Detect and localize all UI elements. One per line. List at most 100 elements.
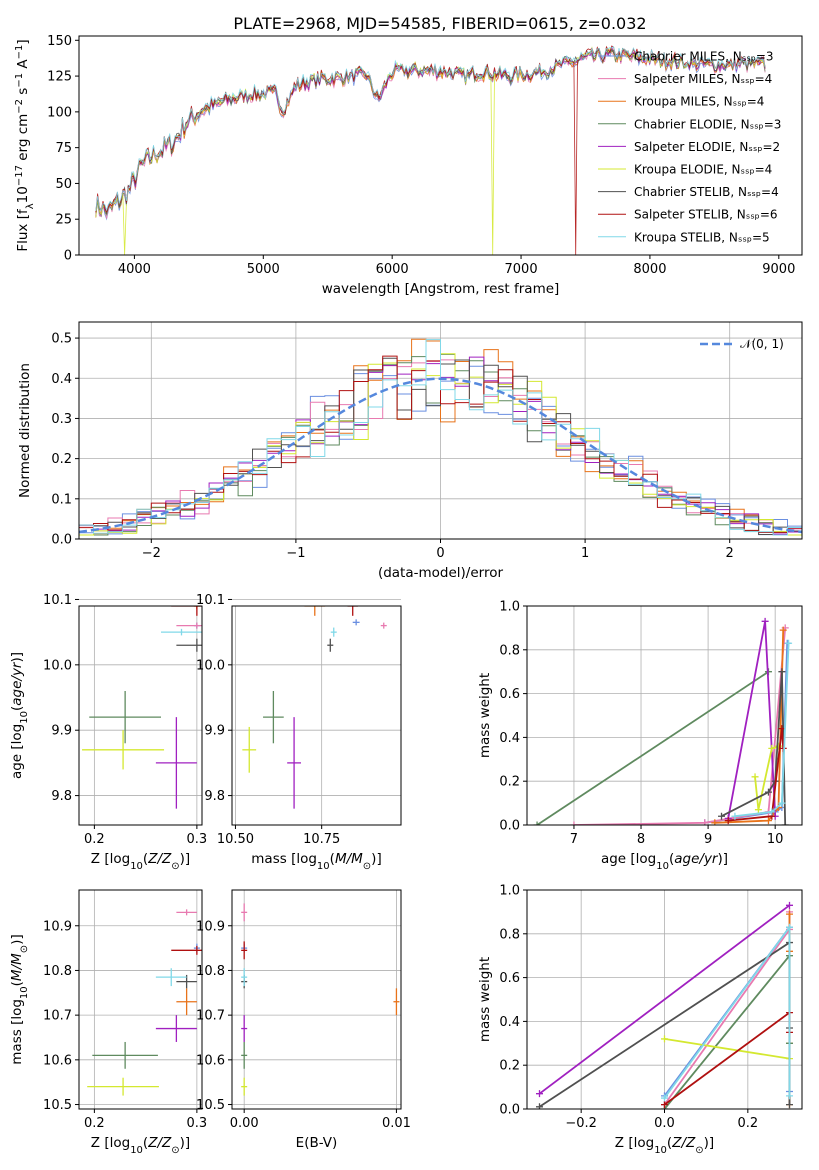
legend-label: Kroupa MILES, Nₛₛₚ=4 bbox=[634, 95, 764, 109]
spectrum-panel: 4000 5000 6000 7000 8000 9000 0 25 50 75 100 125 150 bbox=[47, 34, 803, 277]
weight-point bbox=[786, 901, 793, 909]
age-vs-Z-panel: 0.2 0.3 9.8 9.9 10.0 10.1 bbox=[43, 593, 207, 847]
weight-point bbox=[764, 788, 772, 796]
x-tick-label: 0.2 bbox=[84, 1116, 105, 1131]
y-tick-label: 0.8 bbox=[499, 927, 520, 942]
mass-vs-Z-panel: 0.2 0.3 10.5 10.6 10.7 10.8 10.9 bbox=[43, 889, 208, 1131]
x-axis-label: E(B-V) bbox=[296, 1135, 338, 1151]
y-tick-label: 10.0 bbox=[43, 658, 72, 673]
x-tick-label: 4000 bbox=[118, 262, 151, 277]
x-tick-label: 5000 bbox=[247, 262, 280, 277]
x-axis-label: age [log10(age/yr)] bbox=[601, 851, 728, 872]
residuals-plot-area bbox=[79, 338, 802, 536]
weight-point bbox=[711, 819, 719, 825]
y-axis-label: Flux [fλ10−17 erg cm−2 s−1 A−1] bbox=[14, 39, 36, 251]
axes-frame bbox=[231, 605, 402, 826]
weight-line bbox=[663, 911, 791, 1106]
spectrum-line-kroupa-stelib bbox=[95, 45, 766, 212]
legend-label: Kroupa ELODIE, Nₛₛₚ=4 bbox=[634, 163, 772, 177]
weight-point bbox=[754, 806, 762, 814]
y-tick-label: 10.7 bbox=[196, 1009, 225, 1024]
weight-point bbox=[786, 910, 793, 918]
spectrum-legend: Chabrier MILES, Nₛₛₚ=3 Salpeter MILES, Nₛ… bbox=[598, 50, 781, 244]
legend-label: 𝒩(0, 1) bbox=[740, 337, 784, 351]
y-tick-label: 10.1 bbox=[43, 593, 72, 608]
weight-line bbox=[573, 627, 787, 825]
x-axis-label: mass [log10(M/M⊙)] bbox=[251, 851, 381, 872]
y-tick-label: 0.4 bbox=[51, 372, 72, 387]
weight-line bbox=[664, 1038, 790, 1060]
histogram-step-kroupa-stelib bbox=[79, 339, 802, 536]
x-tick-label: −2 bbox=[142, 546, 161, 561]
legend-label: Salpeter STELIB, Nₛₛₚ=6 bbox=[634, 208, 778, 222]
x-axis-label: Z [log10(Z/Z⊙)] bbox=[615, 1135, 714, 1156]
axes-frame bbox=[526, 605, 803, 826]
weight-point bbox=[761, 617, 769, 625]
x-axis-label: Z [log10(Z/Z⊙)] bbox=[91, 851, 190, 872]
x-tick-label: 7000 bbox=[505, 262, 538, 277]
weight-point bbox=[786, 1092, 793, 1100]
axes-frame bbox=[78, 889, 203, 1110]
weight-point bbox=[570, 821, 578, 825]
weight-line bbox=[663, 953, 791, 1109]
y-tick-label: 0.1 bbox=[51, 492, 72, 507]
weight-point bbox=[533, 821, 541, 825]
x-axis-label: wavelength [Angstrom, rest frame] bbox=[322, 281, 560, 297]
weight-point bbox=[785, 639, 793, 647]
y-tick-label: 10.7 bbox=[43, 1009, 72, 1024]
weight-point bbox=[778, 799, 786, 807]
y-tick-label: 9.8 bbox=[51, 789, 72, 804]
axes-frame bbox=[78, 35, 803, 256]
axes-frame bbox=[78, 605, 203, 826]
legend-label: Chabrier ELODIE, Nₛₛₚ=3 bbox=[634, 117, 781, 131]
y-tick-label: 25 bbox=[55, 213, 72, 228]
weight-point bbox=[724, 817, 732, 825]
chart-title: PLATE=2968, MJD=54585, FIBERID=0615, z=0… bbox=[233, 14, 646, 33]
legend-label: Chabrier MILES, Nₛₛₚ=3 bbox=[634, 50, 774, 64]
y-tick-label: 0.6 bbox=[499, 687, 520, 702]
weight-point bbox=[731, 812, 739, 820]
y-tick-label: 0.2 bbox=[51, 452, 72, 467]
y-axis-label: mass weight bbox=[477, 673, 493, 758]
y-tick-label: 1.0 bbox=[499, 600, 520, 615]
y-tick-label: 9.9 bbox=[51, 724, 72, 739]
weight-point bbox=[718, 812, 726, 820]
x-tick-label: 7 bbox=[570, 832, 578, 847]
x-tick-label: 10.50 bbox=[217, 832, 254, 847]
age-vs-mass-panel: 10.50 10.75 9.8 9.9 10.0 10.1 bbox=[196, 593, 402, 847]
y-tick-label: 0.5 bbox=[51, 332, 72, 347]
weight-point bbox=[779, 626, 787, 634]
x-tick-label: 9000 bbox=[762, 262, 795, 277]
y-tick-label: 10.6 bbox=[43, 1053, 72, 1068]
axes-frame bbox=[231, 889, 402, 1110]
weight-line bbox=[728, 728, 785, 822]
x-tick-label: −1 bbox=[286, 546, 305, 561]
y-tick-label: 0.0 bbox=[51, 533, 72, 548]
y-tick-label: 0.2 bbox=[499, 1059, 520, 1074]
weight-vs-Z-plot-area bbox=[536, 901, 793, 1109]
x-tick-label: −0.2 bbox=[565, 1116, 597, 1131]
weight-point bbox=[764, 817, 772, 825]
y-tick-label: 0.2 bbox=[499, 775, 520, 790]
y-tick-label: 100 bbox=[47, 105, 72, 120]
weight-point bbox=[661, 1094, 668, 1102]
y-tick-label: 10.9 bbox=[43, 919, 72, 934]
x-axis-label: Z [log10(Z/Z⊙)] bbox=[91, 1135, 190, 1156]
x-tick-label: 0.3 bbox=[187, 1116, 208, 1131]
legend-label: Salpeter ELODIE, Nₛₛₚ=2 bbox=[634, 140, 780, 154]
axes-frame bbox=[78, 321, 803, 540]
y-tick-label: 125 bbox=[47, 70, 72, 85]
weight-line bbox=[536, 670, 769, 825]
weight-vs-age-plot-area bbox=[533, 617, 793, 825]
y-tick-label: 75 bbox=[55, 141, 72, 156]
weight-line bbox=[734, 643, 790, 818]
weight-point bbox=[751, 773, 759, 781]
y-tick-label: 10.5 bbox=[43, 1098, 72, 1113]
x-tick-label: 0.2 bbox=[737, 1116, 758, 1131]
residuals-panel: −2 −1 0 1 2 0.0 0.1 0.2 0.3 0.4 0.5 bbox=[51, 321, 803, 561]
y-axis-label: Normed distribution bbox=[17, 363, 33, 498]
y-tick-label: 0.0 bbox=[499, 819, 520, 834]
y-axis-label: mass weight bbox=[477, 957, 493, 1042]
y-tick-label: 50 bbox=[55, 177, 72, 192]
x-axis-label: (data-model)/error bbox=[378, 565, 504, 581]
